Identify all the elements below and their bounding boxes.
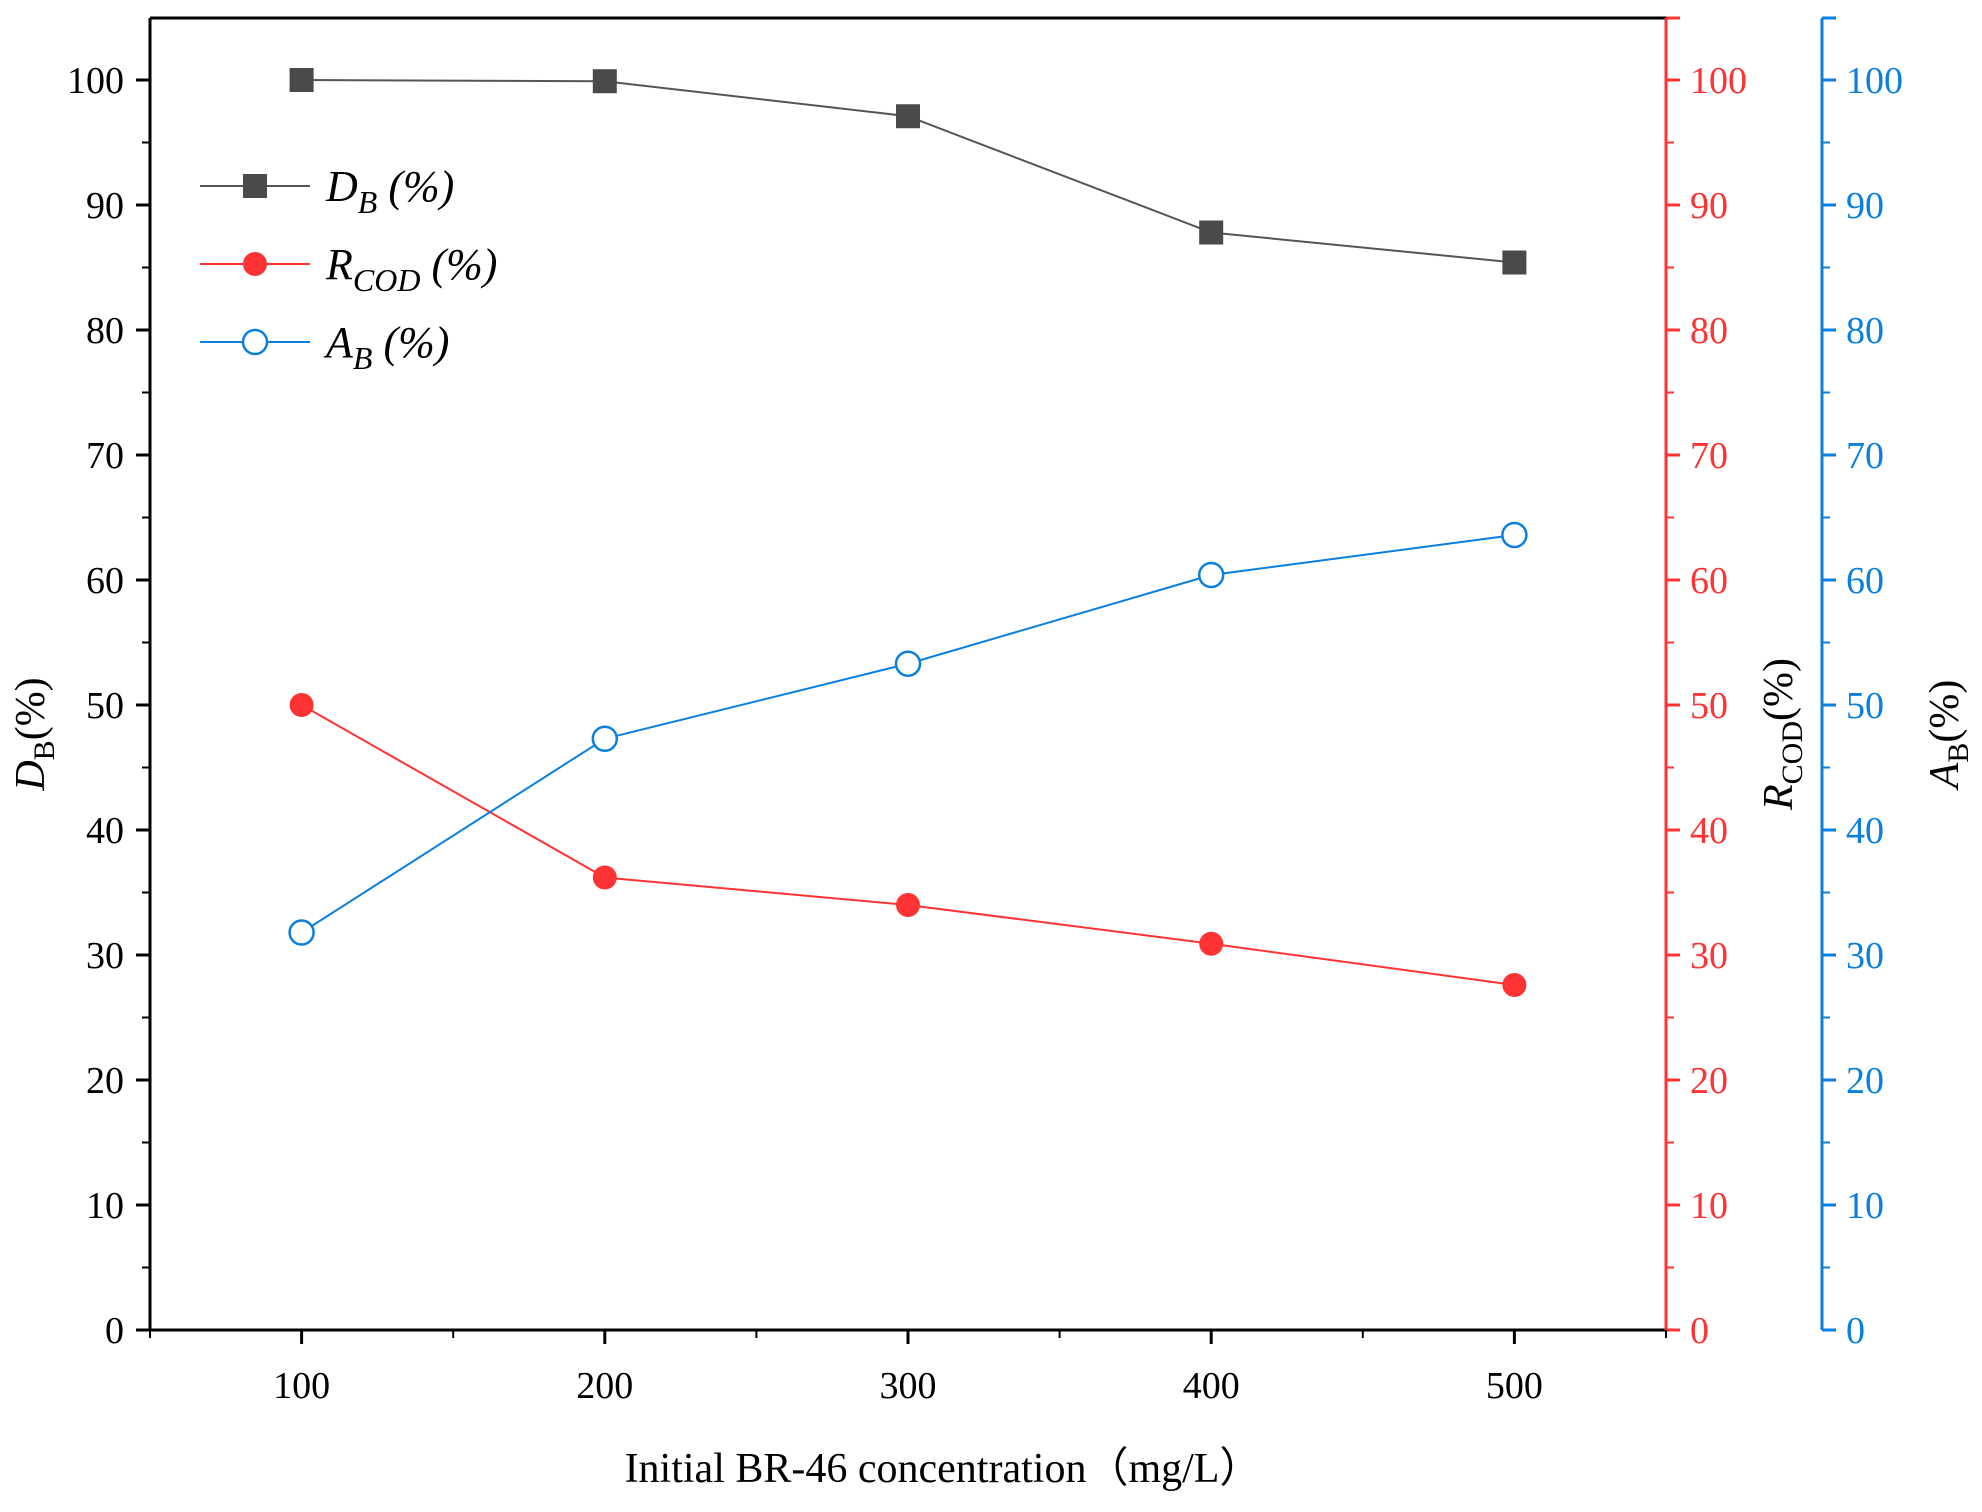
ab-axis-title: AB(%) (1922, 680, 1975, 792)
left-y-tick-label: 70 (86, 435, 124, 477)
x-tick-label: 200 (576, 1365, 633, 1407)
series-2 (288, 521, 1528, 946)
rcod-tick-label: 40 (1690, 810, 1728, 852)
series-line (301, 534, 1515, 934)
x-tick-label: 400 (1183, 1365, 1240, 1407)
data-point (289, 693, 314, 717)
rcod-tick-label: 50 (1690, 685, 1728, 727)
rcod-tick-label: 0 (1690, 1310, 1709, 1352)
rcod-tick-label: 30 (1690, 935, 1728, 977)
legend-label: DB (%) (325, 162, 454, 220)
ab-tick-label: 0 (1846, 1310, 1865, 1352)
ab-tick-label: 70 (1846, 435, 1884, 477)
left-y-tick-label: 40 (86, 810, 124, 852)
data-point (1199, 220, 1224, 245)
left-y-tick-label: 0 (105, 1310, 124, 1352)
legend: DB (%) RCOD (%) AB (%) (200, 162, 497, 376)
series-line (301, 704, 1515, 986)
legend-item-0: DB (%) (200, 162, 454, 220)
x-tick-label: 300 (880, 1365, 937, 1407)
data-point (896, 104, 920, 129)
data-point (1199, 931, 1224, 956)
series-0 (289, 68, 1527, 275)
series-1 (289, 693, 1527, 997)
rcod-tick-label: 70 (1690, 435, 1728, 477)
data-point (288, 919, 315, 946)
axes-layer: 0102030405060708090100010203040506070809… (67, 16, 1903, 1407)
data-point (592, 69, 617, 94)
rcod-axis-title: RCOD(%) (1756, 658, 1809, 811)
rcod-tick-label: 10 (1690, 1185, 1728, 1227)
data-point (591, 725, 619, 752)
x-axis-title: Initial BR-46 concentration（mg/L） (625, 1446, 1262, 1492)
data-point (592, 865, 617, 890)
rcod-tick-label: 60 (1690, 560, 1728, 602)
left-y-tick-label: 50 (86, 685, 124, 727)
left-y-tick-label: 90 (86, 185, 124, 227)
ab-tick-label: 40 (1846, 810, 1884, 852)
data-point (289, 68, 314, 92)
legend-label: RCOD (%) (325, 240, 497, 298)
data-point (1197, 561, 1225, 589)
rcod-tick-label: 100 (1690, 60, 1747, 102)
data-point (1502, 973, 1527, 997)
ab-tick-label: 80 (1846, 310, 1884, 352)
left-y-tick-label: 30 (86, 935, 124, 977)
data-point (894, 650, 922, 677)
left-y-tick-label: 100 (67, 60, 124, 102)
legend-item-2: AB (%) (200, 318, 449, 376)
x-tick-label: 500 (1486, 1365, 1543, 1407)
ab-tick-label: 100 (1846, 60, 1903, 102)
ab-tick-label: 60 (1846, 560, 1884, 602)
left-y-tick-label: 10 (86, 1185, 124, 1227)
data-point (896, 893, 920, 917)
ab-tick-label: 50 (1846, 685, 1884, 727)
rcod-tick-label: 20 (1690, 1060, 1728, 1102)
x-tick-label: 100 (273, 1365, 330, 1407)
rcod-tick-label: 80 (1690, 310, 1728, 352)
ab-tick-label: 20 (1846, 1060, 1884, 1102)
axis-titles: DB(%) RCOD(%) AB(%) Initial BR-46 concentra… (8, 658, 1975, 1492)
legend-marker (241, 328, 269, 356)
legend-label: AB (%) (323, 318, 449, 376)
rcod-tick-label: 90 (1690, 185, 1728, 227)
ab-tick-label: 30 (1846, 935, 1884, 977)
ab-tick-label: 90 (1846, 185, 1884, 227)
left-y-tick-label: 60 (86, 560, 124, 602)
left-y-axis-title: DB(%) (8, 677, 61, 791)
legend-marker (243, 252, 267, 276)
legend-marker (243, 174, 267, 198)
series-layer (288, 68, 1528, 997)
ab-tick-label: 10 (1846, 1185, 1884, 1227)
left-y-tick-label: 20 (86, 1060, 124, 1102)
data-point (1501, 521, 1528, 549)
left-y-tick-label: 80 (86, 310, 124, 352)
legend-item-1: RCOD (%) (200, 240, 497, 298)
data-point (1502, 250, 1527, 275)
